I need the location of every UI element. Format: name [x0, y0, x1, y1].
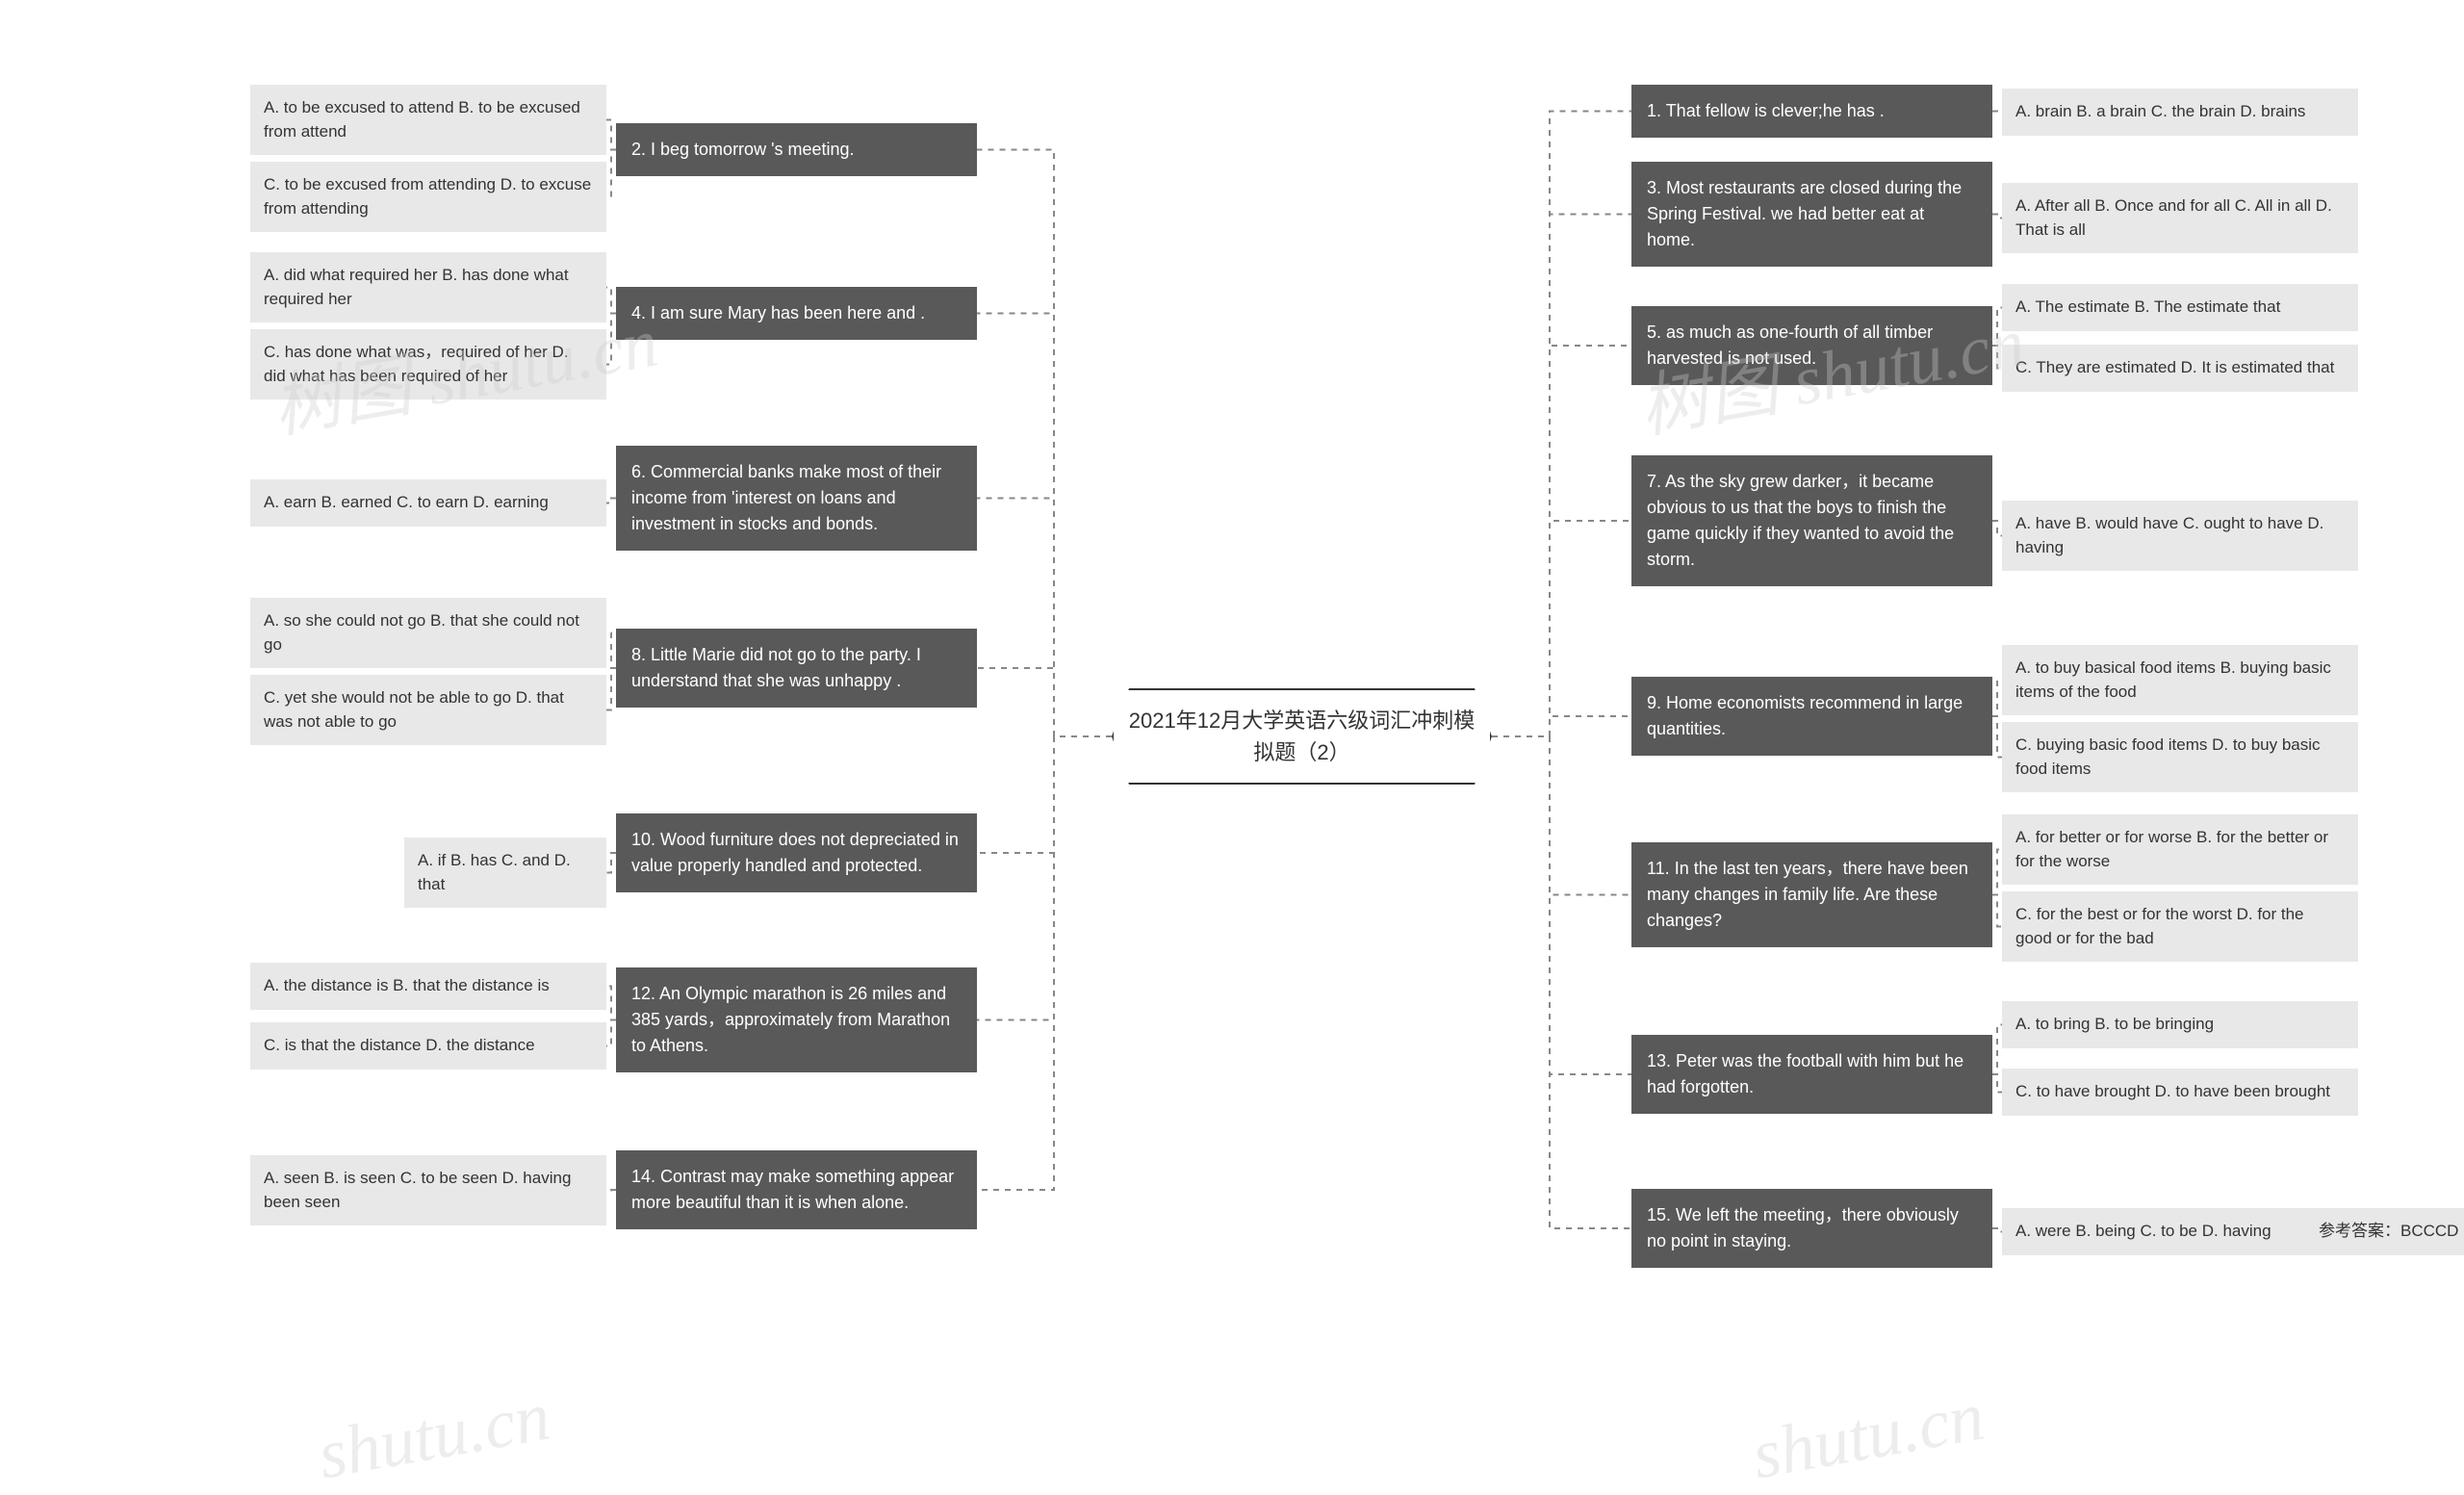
answer-node: A. earn B. earned C. to earn D. earning [250, 479, 606, 527]
question-node: 11. In the last ten years，there have bee… [1631, 842, 1992, 947]
answer-node: A. the distance is B. that the distance … [250, 963, 606, 1010]
watermark: shutu.cn [1747, 1377, 1990, 1495]
answer-node: C. has done what was，required of her D. … [250, 329, 606, 400]
answer-key-text: 参考答案：BCCCD BBBCA ADCAB [2319, 1220, 2464, 1244]
question-text: 11. In the last ten years，there have bee… [1647, 856, 1977, 934]
question-text: 10. Wood furniture does not depreciated … [631, 827, 962, 879]
answer-text: C. is that the distance D. the distance [264, 1034, 535, 1058]
answer-node: C. for the best or for the worst D. for … [2002, 891, 2358, 962]
root-node: 2021年12月大学英语六级词汇冲刺模拟题（2） [1112, 688, 1492, 785]
answer-text: C. They are estimated D. It is estimated… [2015, 356, 2334, 380]
answer-text: A. earn B. earned C. to earn D. earning [264, 491, 549, 515]
answer-text: A. did what required her B. has done wha… [264, 264, 593, 311]
question-text: 1. That fellow is clever;he has . [1647, 98, 1885, 124]
answer-node: A. if B. has C. and D. that [404, 838, 606, 908]
answer-node: C. is that the distance D. the distance [250, 1022, 606, 1070]
answer-text: A. were B. being C. to be D. having [2015, 1220, 2272, 1244]
answer-node: C. to have brought D. to have been broug… [2002, 1069, 2358, 1116]
question-text: 15. We left the meeting，there obviously … [1647, 1202, 1977, 1254]
answer-node: A. did what required her B. has done wha… [250, 252, 606, 322]
answer-text: A. seen B. is seen C. to be seen D. havi… [264, 1167, 593, 1214]
question-node: 13. Peter was the football with him but … [1631, 1035, 1992, 1114]
question-text: 3. Most restaurants are closed during th… [1647, 175, 1977, 253]
question-text: 7. As the sky grew darker，it became obvi… [1647, 469, 1977, 573]
watermark: shutu.cn [313, 1377, 556, 1495]
answer-node: A. seen B. is seen C. to be seen D. havi… [250, 1155, 606, 1225]
answer-text: A. After all B. Once and for all C. All … [2015, 194, 2345, 242]
answer-text: A. for better or for worse B. for the be… [2015, 826, 2345, 873]
question-text: 5. as much as one-fourth of all timber h… [1647, 320, 1977, 372]
answer-node: A. to be excused to attend B. to be excu… [250, 85, 606, 155]
question-node: 9. Home economists recommend in large qu… [1631, 677, 1992, 756]
question-node: 5. as much as one-fourth of all timber h… [1631, 306, 1992, 385]
question-node: 8. Little Marie did not go to the party.… [616, 629, 977, 708]
answer-node: A. have B. would have C. ought to have D… [2002, 501, 2358, 571]
answer-text: A. if B. has C. and D. that [418, 849, 593, 896]
answer-text: A. brain B. a brain C. the brain D. brai… [2015, 100, 2305, 124]
question-node: 14. Contrast may make something appear m… [616, 1150, 977, 1229]
answer-node: C. They are estimated D. It is estimated… [2002, 345, 2358, 392]
answer-text: A. have B. would have C. ought to have D… [2015, 512, 2345, 559]
answer-node: C. buying basic food items D. to buy bas… [2002, 722, 2358, 792]
question-text: 12. An Olympic marathon is 26 miles and … [631, 981, 962, 1059]
answer-text: A. to buy basical food items B. buying b… [2015, 657, 2345, 704]
question-node: 10. Wood furniture does not depreciated … [616, 813, 977, 892]
question-text: 4. I am sure Mary has been here and . [631, 300, 925, 326]
answer-text: A. The estimate B. The estimate that [2015, 296, 2280, 320]
answer-text: C. to be excused from attending D. to ex… [264, 173, 593, 220]
question-node: 3. Most restaurants are closed during th… [1631, 162, 1992, 267]
answer-text: C. buying basic food items D. to buy bas… [2015, 734, 2345, 781]
answer-key: 参考答案：BCCCD BBBCA ADCAB [2305, 1208, 2464, 1255]
question-node: 7. As the sky grew darker，it became obvi… [1631, 455, 1992, 586]
answer-text: A. to bring B. to be bringing [2015, 1013, 2214, 1037]
answer-node: A. brain B. a brain C. the brain D. brai… [2002, 89, 2358, 136]
question-node: 4. I am sure Mary has been here and . [616, 287, 977, 340]
question-text: 6. Commercial banks make most of their i… [631, 459, 962, 537]
question-node: 6. Commercial banks make most of their i… [616, 446, 977, 551]
answer-node: C. to be excused from attending D. to ex… [250, 162, 606, 232]
answer-text: A. to be excused to attend B. to be excu… [264, 96, 593, 143]
question-node: 12. An Olympic marathon is 26 miles and … [616, 967, 977, 1072]
answer-node: A. to buy basical food items B. buying b… [2002, 645, 2358, 715]
answer-text: C. to have brought D. to have been broug… [2015, 1080, 2330, 1104]
question-text: 8. Little Marie did not go to the party.… [631, 642, 962, 694]
answer-node: A. so she could not go B. that she could… [250, 598, 606, 668]
answer-text: A. the distance is B. that the distance … [264, 974, 550, 998]
answer-text: C. has done what was，required of her D. … [264, 341, 593, 388]
answer-node: A. After all B. Once and for all C. All … [2002, 183, 2358, 253]
question-node: 15. We left the meeting，there obviously … [1631, 1189, 1992, 1268]
answer-node: A. to bring B. to be bringing [2002, 1001, 2358, 1048]
root-title: 2021年12月大学英语六级词汇冲刺模拟题（2） [1125, 705, 1478, 768]
question-text: 14. Contrast may make something appear m… [631, 1164, 962, 1216]
answer-node: C. yet she would not be able to go D. th… [250, 675, 606, 745]
answer-node: A. for better or for worse B. for the be… [2002, 814, 2358, 885]
answer-text: A. so she could not go B. that she could… [264, 609, 593, 657]
question-text: 9. Home economists recommend in large qu… [1647, 690, 1977, 742]
answer-text: C. for the best or for the worst D. for … [2015, 903, 2345, 950]
question-node: 2. I beg tomorrow 's meeting. [616, 123, 977, 176]
question-text: 13. Peter was the football with him but … [1647, 1048, 1977, 1100]
question-text: 2. I beg tomorrow 's meeting. [631, 137, 855, 163]
question-node: 1. That fellow is clever;he has . [1631, 85, 1992, 138]
answer-node: A. The estimate B. The estimate that [2002, 284, 2358, 331]
answer-text: C. yet she would not be able to go D. th… [264, 686, 593, 734]
